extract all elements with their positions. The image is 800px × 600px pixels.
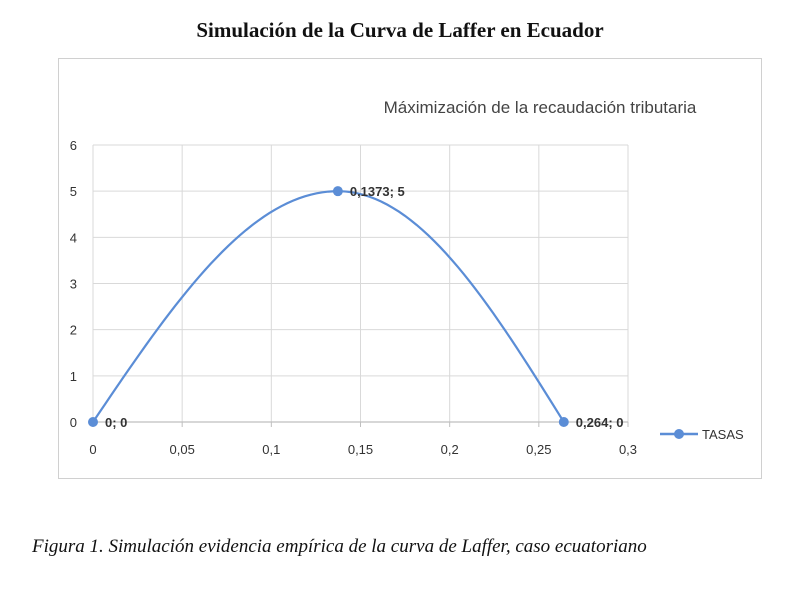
data-point <box>88 417 98 427</box>
x-tick-label: 0,2 <box>441 442 459 457</box>
y-tick-label: 4 <box>70 230 77 245</box>
legend: TASAS <box>660 427 744 442</box>
y-tick-label: 1 <box>70 369 77 384</box>
document-title: Simulación de la Curva de Laffer en Ecua… <box>196 18 604 42</box>
y-tick-label: 2 <box>70 323 77 338</box>
grid <box>92 144 629 427</box>
x-tick-label: 0,25 <box>526 442 551 457</box>
x-tick-label: 0,1 <box>262 442 280 457</box>
data-label: 0; 0 <box>105 415 127 430</box>
figure-caption: Figura 1. Simulación evidencia empírica … <box>32 536 647 557</box>
x-tick-label: 0,05 <box>170 442 195 457</box>
y-axis-ticks: 0 1 2 3 4 5 6 <box>70 138 77 430</box>
y-tick-label: 6 <box>70 138 77 153</box>
legend-label: TASAS <box>702 427 744 442</box>
data-label: 0,264; 0 <box>576 415 624 430</box>
series-layer: 0; 0 0,1373; 5 0,264; 0 <box>88 184 624 430</box>
data-point <box>558 417 569 427</box>
y-tick-label: 3 <box>70 277 77 292</box>
legend-marker <box>674 429 684 439</box>
x-tick-label: 0,3 <box>619 442 637 457</box>
x-axis-ticks: 0 0,05 0,1 0,15 0,2 0,25 0,3 <box>89 442 637 457</box>
data-point <box>332 186 343 197</box>
x-tick-label: 0 <box>89 442 96 457</box>
x-tick-label: 0,15 <box>348 442 373 457</box>
chart-title: Máximización de la recaudación tributari… <box>384 98 697 117</box>
chart-frame <box>58 58 762 479</box>
y-tick-label: 0 <box>70 415 77 430</box>
data-label: 0,1373; 5 <box>350 184 405 199</box>
series-line-tasas <box>92 190 565 423</box>
y-tick-label: 5 <box>70 184 77 199</box>
